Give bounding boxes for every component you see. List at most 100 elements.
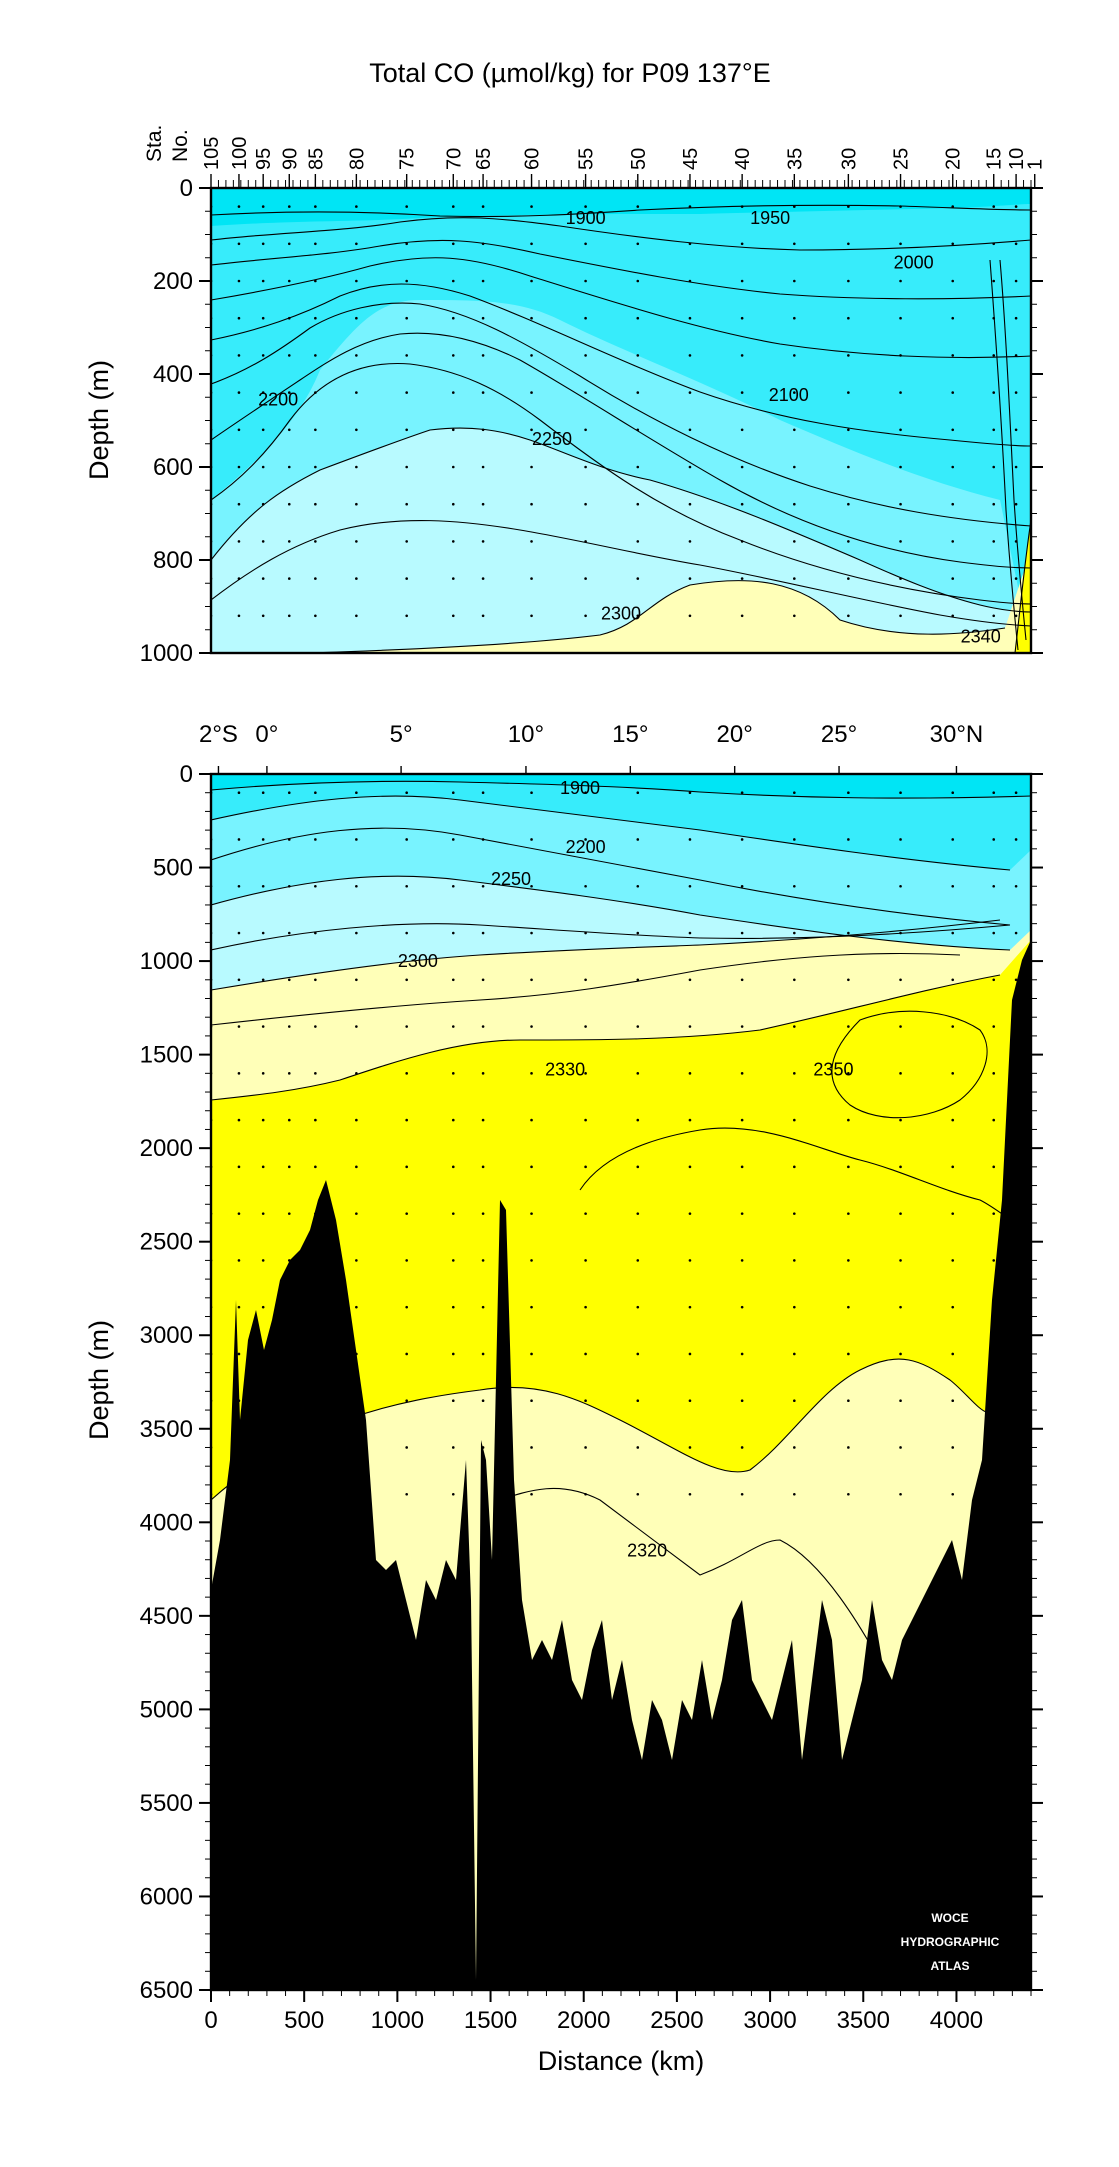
y-tick-label: 800 — [153, 547, 193, 574]
sample-point — [405, 316, 408, 320]
sample-point — [355, 1118, 358, 1122]
sample-point — [481, 1212, 485, 1215]
sample-point — [899, 884, 902, 888]
sample-point — [287, 1025, 291, 1028]
sample-point — [287, 1072, 291, 1075]
sample-point — [688, 242, 692, 246]
sample-point — [261, 465, 265, 469]
sample-point — [237, 1305, 241, 1309]
sample-point — [355, 1305, 358, 1309]
sample-point — [740, 577, 744, 580]
sample-point — [636, 1165, 640, 1169]
sample-point — [481, 391, 485, 394]
sample-point — [314, 354, 317, 357]
latitude-tick-label: 2°S — [199, 721, 238, 748]
sample-point — [405, 614, 408, 618]
sample-point — [451, 1212, 455, 1215]
sample-point — [530, 1305, 533, 1309]
sample-point — [688, 1118, 692, 1122]
sample-point — [899, 1025, 902, 1028]
sample-point — [740, 614, 744, 618]
lower-y-axis-label: Depth (m) — [84, 1320, 114, 1440]
sample-point — [847, 1305, 850, 1309]
sample-point — [314, 242, 317, 246]
sample-point — [237, 1165, 241, 1169]
sample-point — [261, 614, 265, 618]
sample-point — [530, 1446, 533, 1449]
sample-point — [314, 1118, 317, 1122]
sample-point — [314, 1025, 317, 1028]
sample-point — [481, 1025, 485, 1028]
sample-point — [636, 614, 640, 618]
y-tick-label: 2500 — [140, 1229, 193, 1256]
sample-point — [405, 242, 408, 246]
station-tick-label: 1 — [1025, 159, 1047, 170]
sample-point — [405, 1259, 408, 1262]
sample-point — [261, 1259, 265, 1262]
sample-point — [237, 1352, 241, 1356]
sample-point — [287, 1305, 291, 1309]
sample-point — [1014, 1072, 1018, 1075]
sample-point — [481, 465, 485, 469]
sample-point — [584, 1305, 587, 1309]
latitude-tick-label: 25° — [821, 721, 857, 748]
sample-point — [237, 354, 241, 357]
sample-point — [793, 1212, 796, 1215]
sample-point — [1033, 317, 1036, 320]
sample-point — [740, 791, 744, 795]
station-tick-label: 20 — [943, 148, 965, 170]
y-tick-label: 6500 — [140, 1977, 193, 2004]
sample-point — [951, 838, 955, 841]
sample-point — [688, 614, 692, 618]
sample-point — [992, 316, 996, 320]
sample-point — [481, 978, 485, 982]
station-tick-label: 75 — [397, 148, 419, 170]
sample-point — [636, 1352, 640, 1356]
sample-point — [992, 791, 996, 795]
sample-point — [287, 279, 291, 283]
sample-point — [405, 1446, 408, 1449]
sample-point — [584, 791, 587, 795]
sample-point — [951, 1165, 955, 1169]
sample-point — [287, 465, 291, 469]
sample-point — [584, 205, 587, 208]
sample-point — [992, 354, 996, 357]
sample-point — [287, 791, 291, 795]
sample-point — [530, 978, 533, 982]
sample-point — [951, 1446, 955, 1449]
sample-point — [992, 1212, 996, 1215]
sample-point — [481, 354, 485, 357]
latitude-tick-label: 0° — [255, 721, 278, 748]
x-tick-label: 4000 — [930, 2007, 983, 2034]
sample-point — [261, 1072, 265, 1075]
sample-point — [314, 1072, 317, 1075]
sample-point — [793, 1352, 796, 1356]
sample-point — [530, 428, 533, 432]
sample-point — [793, 791, 796, 795]
sample-point — [688, 428, 692, 432]
sample-point — [405, 1072, 408, 1075]
sample-point — [1014, 428, 1018, 432]
sample-point — [405, 1118, 408, 1122]
sample-point — [405, 1165, 408, 1169]
sample-point — [237, 279, 241, 283]
sample-point — [1033, 838, 1036, 841]
sample-point — [287, 316, 291, 320]
sample-point — [992, 1399, 996, 1403]
sample-point — [636, 791, 640, 795]
sample-point — [261, 391, 265, 394]
lower-contours — [211, 780, 1031, 1941]
sample-point — [951, 614, 955, 618]
sample-point — [237, 316, 241, 320]
sample-point — [314, 1492, 317, 1496]
sample-point — [847, 978, 850, 982]
sample-point — [1033, 354, 1036, 357]
sample-point — [481, 1259, 485, 1262]
sample-point — [530, 791, 533, 795]
sample-point — [688, 279, 692, 283]
sample-point — [1033, 1306, 1036, 1309]
sample-point — [847, 391, 850, 394]
sample-point — [899, 1305, 902, 1309]
sample-point — [530, 931, 533, 935]
sample-point — [584, 1399, 587, 1403]
